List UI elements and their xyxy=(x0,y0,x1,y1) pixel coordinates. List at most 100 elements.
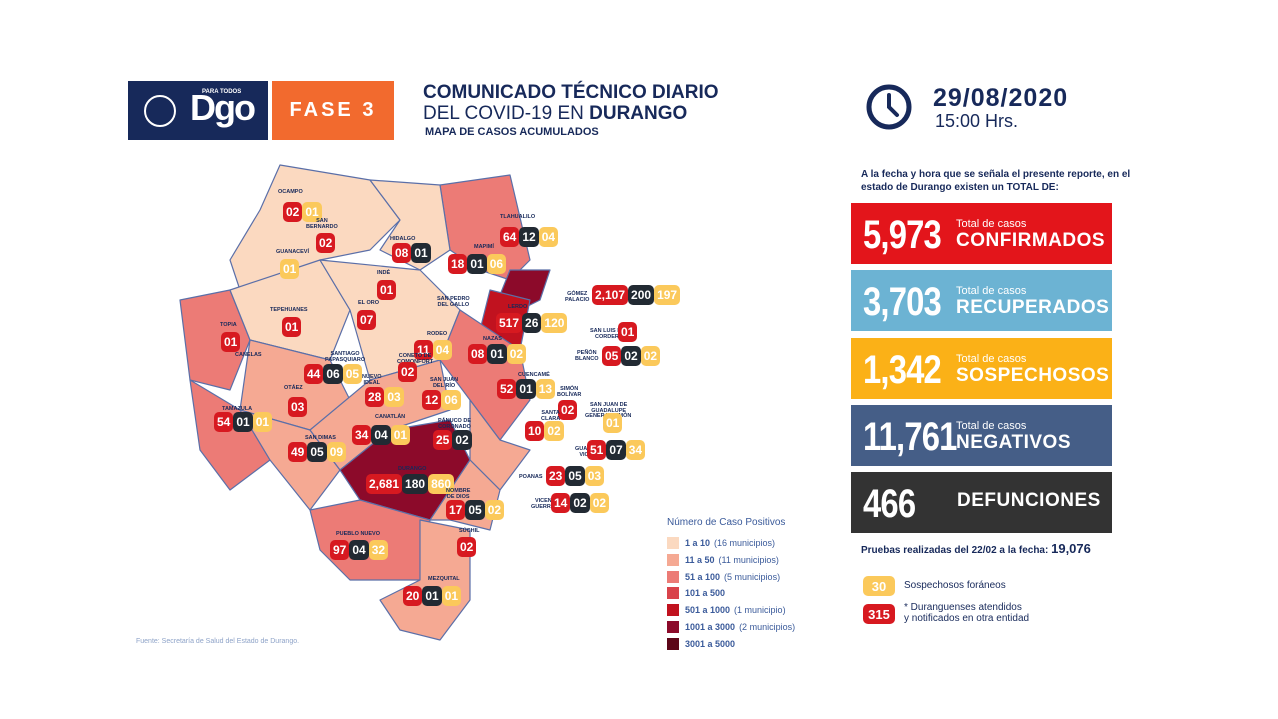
municipio-badges: 08 01 xyxy=(392,243,431,263)
pruebas-line: Pruebas realizadas del 22/02 a la fecha:… xyxy=(861,541,1091,556)
case-badge: 10 xyxy=(525,421,545,441)
municipio-label: TEPEHUANES xyxy=(270,307,308,313)
stat-label: CONFIRMADOS xyxy=(956,230,1106,251)
municipio-label: CUENCAMÉ xyxy=(518,372,550,378)
municipio-label: GUANACEVÍ xyxy=(276,249,310,255)
case-badge: 01 xyxy=(618,322,638,342)
stat-label: DEFUNCIONES xyxy=(957,490,1101,511)
case-badge: 05 xyxy=(307,442,327,462)
case-badge: 02 xyxy=(283,202,303,222)
case-badge: 01 xyxy=(411,243,431,263)
case-badge: 17 xyxy=(446,500,466,520)
case-badge: 02 xyxy=(452,430,472,450)
stat-value: 466 xyxy=(863,482,916,526)
legend-swatch xyxy=(667,553,679,566)
case-badge: 01 xyxy=(422,586,442,606)
legend-note: (2 municipios) xyxy=(739,622,796,632)
municipio-badges: 07 xyxy=(357,310,377,330)
case-badge: 01 xyxy=(282,317,302,337)
case-badge: 01 xyxy=(233,412,253,432)
municipio-label: RODEO xyxy=(427,331,448,337)
case-badge: 08 xyxy=(468,344,488,364)
legend-swatch xyxy=(667,604,679,617)
case-badge: 05 xyxy=(465,500,485,520)
municipio-badges: 51 07 34 xyxy=(587,440,646,460)
municipio-label: SANTIAGO PAPASQUIARO xyxy=(325,351,366,363)
legend-range: 1001 a 3000 xyxy=(685,622,736,632)
municipio-badges: 05 02 02 xyxy=(602,346,661,366)
side-legend-chip: 30 xyxy=(863,576,895,596)
municipio-label: SAN PEDRO DEL GALLO xyxy=(437,296,470,308)
case-badge: 200 xyxy=(628,285,655,305)
stat-value: 5,973 xyxy=(863,213,942,257)
municipio-badges: 12 06 xyxy=(422,390,461,410)
case-badge: 20 xyxy=(403,586,423,606)
case-badge: 51 xyxy=(587,440,607,460)
municipio-label: EL ORO xyxy=(358,300,379,306)
region-topia xyxy=(179,289,251,391)
case-badge: 04 xyxy=(371,425,391,445)
case-badge: 02 xyxy=(558,400,578,420)
municipio-badges: 02 xyxy=(398,362,418,382)
stat-caption: Total de casos xyxy=(956,218,1027,230)
municipio-label: CONETO DE COMONFORT xyxy=(397,353,434,365)
stat-label: SOSPECHOSOS xyxy=(956,365,1110,386)
municipio-label: MEZQUITAL xyxy=(428,576,460,582)
municipio-label: OTÁEZ xyxy=(284,385,303,391)
legend-note: (11 municipios) xyxy=(718,554,779,565)
municipio-label: VICENTE GUERRERO xyxy=(531,498,563,510)
side-legend-chip: 315 xyxy=(863,604,895,624)
municipio-badges: 23 05 03 xyxy=(546,466,605,486)
logo-durango: Dgo PARA TODOS xyxy=(128,81,268,140)
municipio-label: INDÉ xyxy=(377,270,391,276)
stat-caption: Total de casos xyxy=(956,353,1027,365)
report-time: 15:00 Hrs. xyxy=(935,111,1019,131)
case-badge: 180 xyxy=(402,474,429,494)
municipio-label: SAN BERNARDO xyxy=(306,218,338,230)
municipio-label: POANAS xyxy=(519,474,543,480)
case-badge: 05 xyxy=(602,346,622,366)
stat-caption: Total de casos xyxy=(956,285,1027,297)
durango-map xyxy=(179,164,551,641)
municipio-label: CANELAS xyxy=(235,352,262,358)
case-badge: 517 xyxy=(496,313,523,333)
case-badge: 03 xyxy=(288,397,308,417)
municipio-label: CANATLÁN xyxy=(375,414,406,420)
report-title-line2: DEL COVID-19 EN DURANGO xyxy=(423,103,688,124)
case-badge: 44 xyxy=(304,364,324,384)
case-badge: 06 xyxy=(486,254,507,274)
stat-box-negativos: 11,761 Total de casos NEGATIVOS xyxy=(851,405,1112,466)
case-badge: 06 xyxy=(441,390,461,410)
case-badge: 32 xyxy=(368,540,389,560)
map-legend-item: 501 a 1000 (1 municipio) xyxy=(667,604,786,617)
case-badge: 04 xyxy=(349,540,369,560)
report-subtitle: MAPA DE CASOS ACUMULADOS xyxy=(425,126,599,138)
municipio-badges: 08 01 02 xyxy=(468,344,527,364)
municipio-badges: 44 06 05 xyxy=(304,364,363,384)
case-badge: 02 xyxy=(640,346,661,366)
case-badge: 06 xyxy=(323,364,343,384)
stat-box-recuperados: 3,703 Total de casos RECUPERADOS xyxy=(851,270,1112,331)
case-badge: 197 xyxy=(654,285,681,305)
legend-note: (5 municipios) xyxy=(724,571,781,582)
municipio-label: SANTA CLARA xyxy=(541,410,561,422)
municipio-badges: 02 01 xyxy=(283,202,322,222)
map-legend-title: Número de Caso Positivos xyxy=(667,517,786,528)
legend-range: 101 a 500 xyxy=(685,588,726,599)
intro-text: A la fecha y hora que se señala el prese… xyxy=(861,169,1131,193)
municipio-badges: 01 xyxy=(618,322,638,342)
case-badge: 34 xyxy=(625,440,646,460)
logo-text: Dgo xyxy=(190,87,256,128)
logo-para-todos: PARA TODOS xyxy=(202,89,242,95)
legend-swatch xyxy=(667,637,679,650)
case-badge: 34 xyxy=(352,425,372,445)
municipio-badges: 2,107 200 197 xyxy=(592,285,681,305)
municipio-badges: 20 01 01 xyxy=(403,586,462,606)
map-legend-item: 101 a 500 xyxy=(667,587,729,600)
case-badge: 01 xyxy=(487,344,507,364)
municipio-badges: 14 02 02 xyxy=(551,493,610,513)
case-badge: 120 xyxy=(541,313,568,333)
case-badge: 52 xyxy=(497,379,517,399)
case-badge: 860 xyxy=(428,474,455,494)
legend-swatch xyxy=(667,570,679,583)
